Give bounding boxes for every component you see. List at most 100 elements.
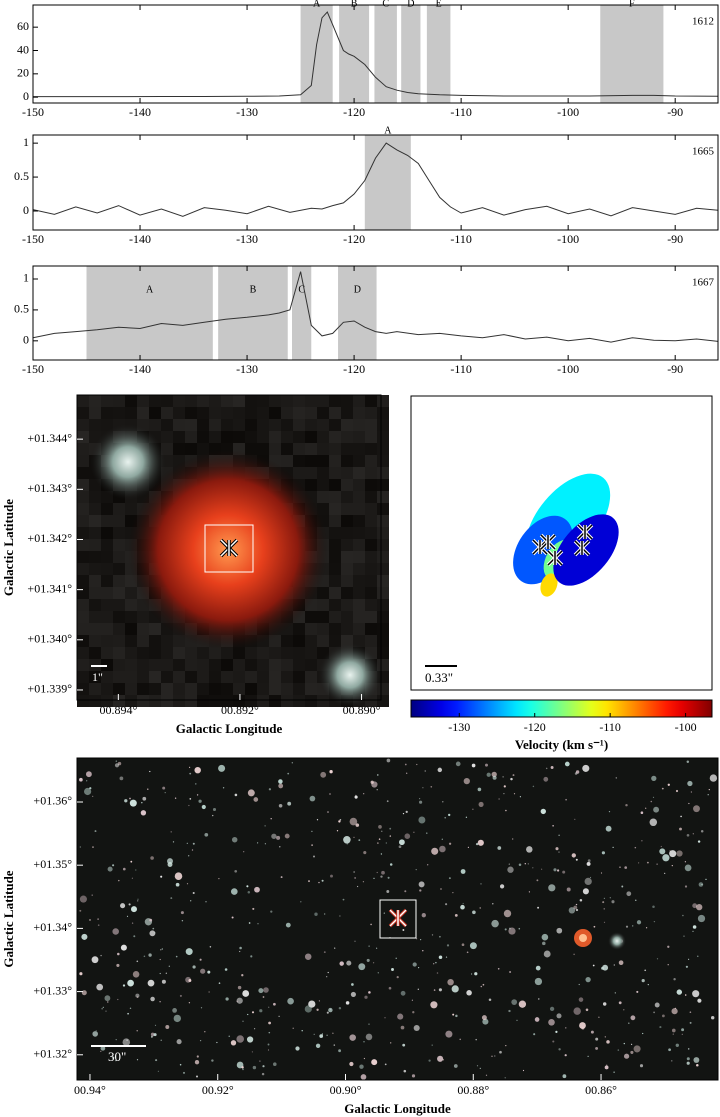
star xyxy=(479,907,481,909)
star xyxy=(705,878,707,881)
image-pixel xyxy=(329,563,341,575)
image-pixel xyxy=(89,527,101,539)
image-pixel xyxy=(329,575,341,587)
image-pixel xyxy=(209,431,221,443)
star xyxy=(439,845,446,853)
star xyxy=(700,829,704,833)
star xyxy=(685,965,689,968)
image-pixel xyxy=(245,695,257,707)
star xyxy=(645,927,648,929)
image-pixel xyxy=(185,443,197,455)
star xyxy=(262,1065,265,1068)
star xyxy=(640,811,644,814)
image-pixel xyxy=(125,635,137,647)
band xyxy=(364,135,411,230)
star xyxy=(204,832,209,837)
image-pixel xyxy=(77,599,89,611)
star xyxy=(150,856,154,860)
image-pixel xyxy=(185,671,197,683)
star xyxy=(556,869,560,872)
image-pixel xyxy=(305,443,317,455)
y-tick-label: 0 xyxy=(23,333,29,347)
image-pixel xyxy=(125,623,137,635)
star xyxy=(575,858,578,861)
star xyxy=(418,967,420,969)
star xyxy=(631,1043,633,1045)
star xyxy=(231,888,238,895)
star xyxy=(478,801,484,807)
star xyxy=(565,798,567,801)
image-pixel xyxy=(365,587,377,599)
image-pixel xyxy=(77,479,89,491)
star xyxy=(635,899,637,901)
image-pixel xyxy=(377,479,389,491)
image-pixel xyxy=(149,419,161,431)
star xyxy=(236,1035,244,1043)
star xyxy=(575,903,578,906)
colorbar-tick-label: -130 xyxy=(448,720,470,734)
star xyxy=(608,810,611,813)
star xyxy=(147,788,149,790)
image-pixel xyxy=(77,443,89,455)
image-pixel xyxy=(281,443,293,455)
x-tick-label: -90 xyxy=(667,105,683,119)
image-pixel xyxy=(269,395,281,407)
star xyxy=(236,997,243,1004)
image-pixel xyxy=(269,695,281,707)
star xyxy=(646,861,649,864)
image-pixel xyxy=(101,527,113,539)
star xyxy=(419,889,422,892)
image-pixel xyxy=(233,683,245,695)
star xyxy=(675,789,679,793)
star xyxy=(549,1006,555,1012)
star xyxy=(513,793,516,795)
star xyxy=(430,785,433,788)
star xyxy=(687,780,693,787)
star xyxy=(124,799,128,803)
star xyxy=(195,783,197,785)
image-pixel xyxy=(197,683,209,695)
star xyxy=(105,1010,107,1012)
star xyxy=(402,812,405,815)
star xyxy=(412,1011,415,1014)
star xyxy=(328,1007,333,1013)
image-pixel xyxy=(113,407,125,419)
star xyxy=(168,965,170,967)
image-pixel xyxy=(125,659,137,671)
image-pixel xyxy=(233,647,245,659)
image-pixel xyxy=(293,683,305,695)
image-pixel xyxy=(365,575,377,587)
star xyxy=(329,770,333,774)
image-pixel xyxy=(329,635,341,647)
star xyxy=(692,833,694,835)
star xyxy=(183,1071,185,1074)
star xyxy=(690,791,693,793)
star xyxy=(363,1041,365,1043)
image-pixel xyxy=(89,575,101,587)
image-pixel xyxy=(161,395,173,407)
star xyxy=(308,1000,316,1008)
image-pixel xyxy=(353,395,365,407)
star xyxy=(437,767,443,773)
star xyxy=(117,998,119,1001)
star xyxy=(492,775,497,780)
star xyxy=(137,996,139,998)
image-pixel xyxy=(257,395,269,407)
star xyxy=(135,869,137,871)
image-pixel xyxy=(329,623,341,635)
star xyxy=(505,1044,507,1047)
star xyxy=(360,1074,367,1080)
star xyxy=(651,775,657,782)
star xyxy=(543,950,551,958)
star xyxy=(452,892,454,894)
star xyxy=(469,942,477,950)
image-pixel xyxy=(101,515,113,527)
star xyxy=(505,809,507,812)
image-pixel xyxy=(89,551,101,563)
image-pixel xyxy=(221,419,233,431)
star xyxy=(452,1013,455,1016)
image-pixel xyxy=(257,647,269,659)
star xyxy=(157,1070,159,1072)
star xyxy=(475,842,479,846)
image-pixel xyxy=(365,563,377,575)
